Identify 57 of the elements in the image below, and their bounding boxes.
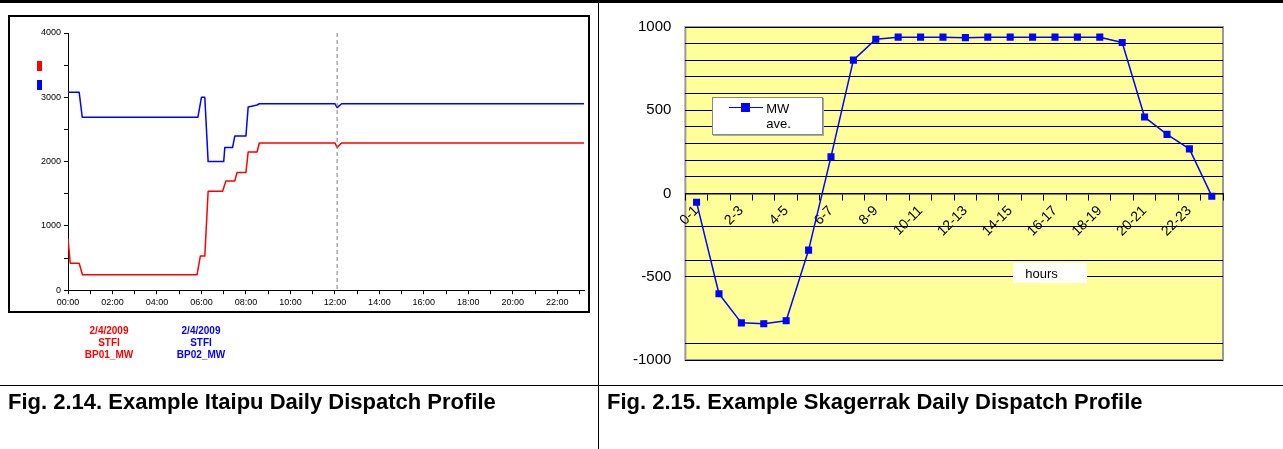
x-tick-label: 04:00 xyxy=(145,297,169,308)
point xyxy=(1118,38,1126,47)
x-axis-title: hours xyxy=(1013,263,1088,284)
point xyxy=(984,33,992,41)
x-tick-label: 18:00 xyxy=(457,297,480,308)
point xyxy=(1006,33,1014,41)
point xyxy=(1185,145,1193,153)
point xyxy=(1051,33,1059,41)
point xyxy=(939,33,947,41)
point xyxy=(917,33,925,41)
point xyxy=(693,198,701,206)
point xyxy=(760,320,768,328)
text: Fig. 2.14. Example Itaipu Daily Dispatch Profile xyxy=(7,388,497,416)
x-tick-label: 16:00 xyxy=(412,297,436,308)
text: Fig. 2.15. Example Skagerrak Daily Dispatch Profile xyxy=(606,388,1144,416)
point xyxy=(737,319,745,327)
point xyxy=(805,246,813,254)
x-tick-label: 6-7 xyxy=(810,201,836,228)
point xyxy=(1163,130,1171,138)
point xyxy=(782,317,790,325)
point xyxy=(1073,33,1081,41)
y-tick-label: 0 xyxy=(663,183,672,201)
y-tick-label: 2000 xyxy=(40,156,62,167)
x-tick-label: 20:00 xyxy=(501,297,525,308)
legend-label: MW ave. xyxy=(766,100,792,131)
x-tick-label: 8-9 xyxy=(855,201,881,228)
point xyxy=(849,56,857,64)
x-tick-label: 0-1 xyxy=(675,201,702,228)
y-tick-label: 0 xyxy=(56,284,62,295)
point xyxy=(1096,33,1104,41)
x-tick-label: 22:00 xyxy=(546,297,569,308)
x-tick-label: 4-5 xyxy=(765,201,792,228)
y-tick-label: 1000 xyxy=(40,220,62,231)
y-tick-label: 500 xyxy=(646,100,672,118)
x-tick-label: 00:00 xyxy=(56,297,80,308)
y-tick-label: 3000 xyxy=(40,91,62,102)
y-tick-label: -1000 xyxy=(632,350,672,368)
text: 2/4/2009 STFI BP02_MW xyxy=(175,325,227,361)
x-tick-label: 02:00 xyxy=(101,297,124,308)
y-tick-label: 4000 xyxy=(40,27,62,38)
point xyxy=(1141,113,1149,121)
point xyxy=(961,34,969,42)
x-tick-label: 06:00 xyxy=(190,297,213,308)
point xyxy=(1208,192,1216,200)
x-tick-label: 08:00 xyxy=(234,297,258,308)
point xyxy=(872,35,880,43)
text: 2/4/2009 STFI BP01_MW xyxy=(83,325,135,361)
x-tick-label: 14:00 xyxy=(368,297,391,308)
x-tick-label: 12:00 xyxy=(323,297,347,308)
y-tick-label: 1000 xyxy=(637,17,672,35)
point xyxy=(827,153,835,161)
point xyxy=(894,33,902,41)
point xyxy=(1029,33,1037,41)
x-tick-label: 2-3 xyxy=(720,201,747,228)
y-tick-label: -500 xyxy=(641,266,672,284)
x-tick-label: 10:00 xyxy=(279,297,302,308)
point xyxy=(715,290,723,298)
